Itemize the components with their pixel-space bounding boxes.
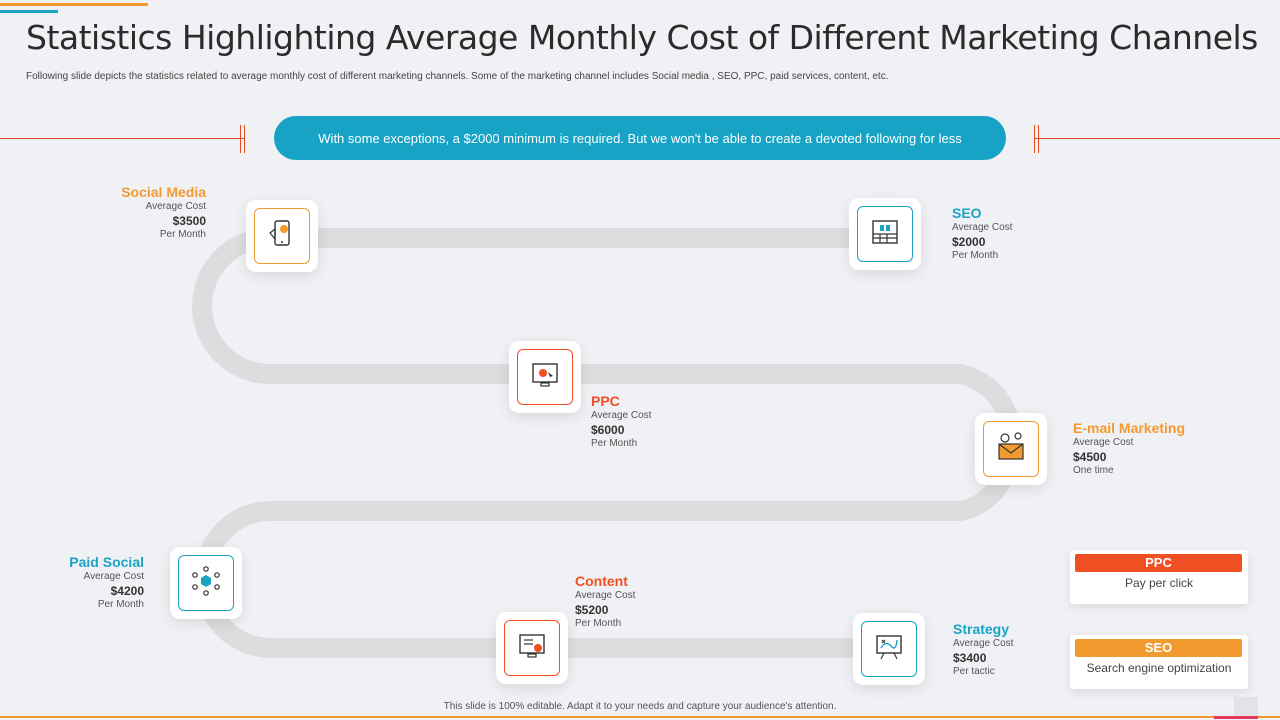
page-subtitle: Following slide depicts the statistics r… xyxy=(26,71,889,82)
channel-cost: $4200 xyxy=(110,584,144,598)
info-banner: With some exceptions, a $2000 minimum is… xyxy=(274,116,1006,160)
strategy-board-icon xyxy=(874,632,904,667)
channel-avg-label: Average Cost xyxy=(952,222,1013,233)
top-accent-orange xyxy=(0,3,148,6)
mobile-social-icon xyxy=(267,219,297,254)
email-marketing-node xyxy=(975,413,1047,485)
channel-period: Per Month xyxy=(952,250,999,261)
paid-social-node xyxy=(170,547,242,619)
channel-name: PPC xyxy=(591,393,620,409)
channel-avg-label: Average Cost xyxy=(591,410,652,421)
seo-key-desc: Search engine optimization xyxy=(1086,661,1232,675)
channel-name: Paid Social xyxy=(69,554,144,570)
channel-cost: $5200 xyxy=(575,603,609,617)
content-screen-icon xyxy=(517,631,547,666)
banner-tick-left-1 xyxy=(240,125,241,153)
corner-box xyxy=(1234,697,1258,717)
channel-period: Per Month xyxy=(591,438,638,449)
channel-avg-label: Average Cost xyxy=(953,638,1014,649)
ppc-node xyxy=(509,341,581,413)
channel-cost: $3500 xyxy=(172,214,206,228)
channel-period: Per Month xyxy=(97,599,144,610)
top-accent-teal xyxy=(0,10,58,13)
channel-name: Content xyxy=(575,573,628,589)
social-media-label: Social Media Average Cost $3500 Per Mont… xyxy=(26,184,206,242)
content-label: Content Average Cost $5200 Per Month xyxy=(575,573,755,631)
banner-line-left xyxy=(0,138,244,139)
page-title: Statistics Highlighting Average Monthly … xyxy=(26,18,1258,57)
seo-key-card: SEO Search engine optimization xyxy=(1070,635,1248,689)
channel-period: Per Month xyxy=(575,618,622,629)
channel-period: Per tactic xyxy=(953,666,995,677)
corner-accent xyxy=(1214,716,1258,719)
ppc-key-tag: PPC xyxy=(1075,554,1242,572)
channel-avg-label: Average Cost xyxy=(1073,437,1134,448)
seo-node xyxy=(849,198,921,270)
seo-label: SEO Average Cost $2000 Per Month xyxy=(952,205,1132,263)
content-node xyxy=(496,612,568,684)
bottom-accent-line xyxy=(0,716,1280,718)
channel-name: Strategy xyxy=(953,621,1010,637)
channel-name: SEO xyxy=(952,205,982,221)
strategy-label: Strategy Average Cost $3400 Per tactic xyxy=(953,621,1133,679)
seo-chart-icon xyxy=(870,217,900,252)
channel-period: One time xyxy=(1073,465,1114,476)
banner-tick-right-2 xyxy=(1038,125,1039,153)
channel-cost: $6000 xyxy=(591,423,625,437)
strategy-node xyxy=(853,613,925,685)
channel-cost: $2000 xyxy=(952,235,986,249)
banner-tick-right-1 xyxy=(1034,125,1035,153)
banner-tick-left-2 xyxy=(244,125,245,153)
footer-note: This slide is 100% editable. Adapt it to… xyxy=(443,701,837,712)
channel-period: Per Month xyxy=(159,229,206,240)
banner-line-right xyxy=(1034,138,1280,139)
ppc-label: PPC Average Cost $6000 Per Month xyxy=(591,393,771,451)
social-media-node xyxy=(246,200,318,272)
channel-avg-label: Average Cost xyxy=(83,571,144,582)
channel-avg-label: Average Cost xyxy=(575,590,636,601)
channel-name: Social Media xyxy=(121,184,206,200)
email-marketing-label: E-mail Marketing Average Cost $4500 One … xyxy=(1073,420,1253,478)
channel-name: E-mail Marketing xyxy=(1073,420,1186,436)
monitor-click-icon xyxy=(530,360,560,395)
channel-avg-label: Average Cost xyxy=(145,201,206,212)
channel-cost: $4500 xyxy=(1073,450,1107,464)
paid-social-label: Paid Social Average Cost $4200 Per Month xyxy=(0,554,144,612)
seo-key-tag: SEO xyxy=(1075,639,1242,657)
network-hex-icon xyxy=(191,565,221,601)
ppc-key-card: PPC Pay per click xyxy=(1070,550,1248,604)
ppc-key-desc: Pay per click xyxy=(1124,576,1194,590)
envelope-dollar-icon xyxy=(996,431,1026,467)
channel-cost: $3400 xyxy=(953,651,987,665)
